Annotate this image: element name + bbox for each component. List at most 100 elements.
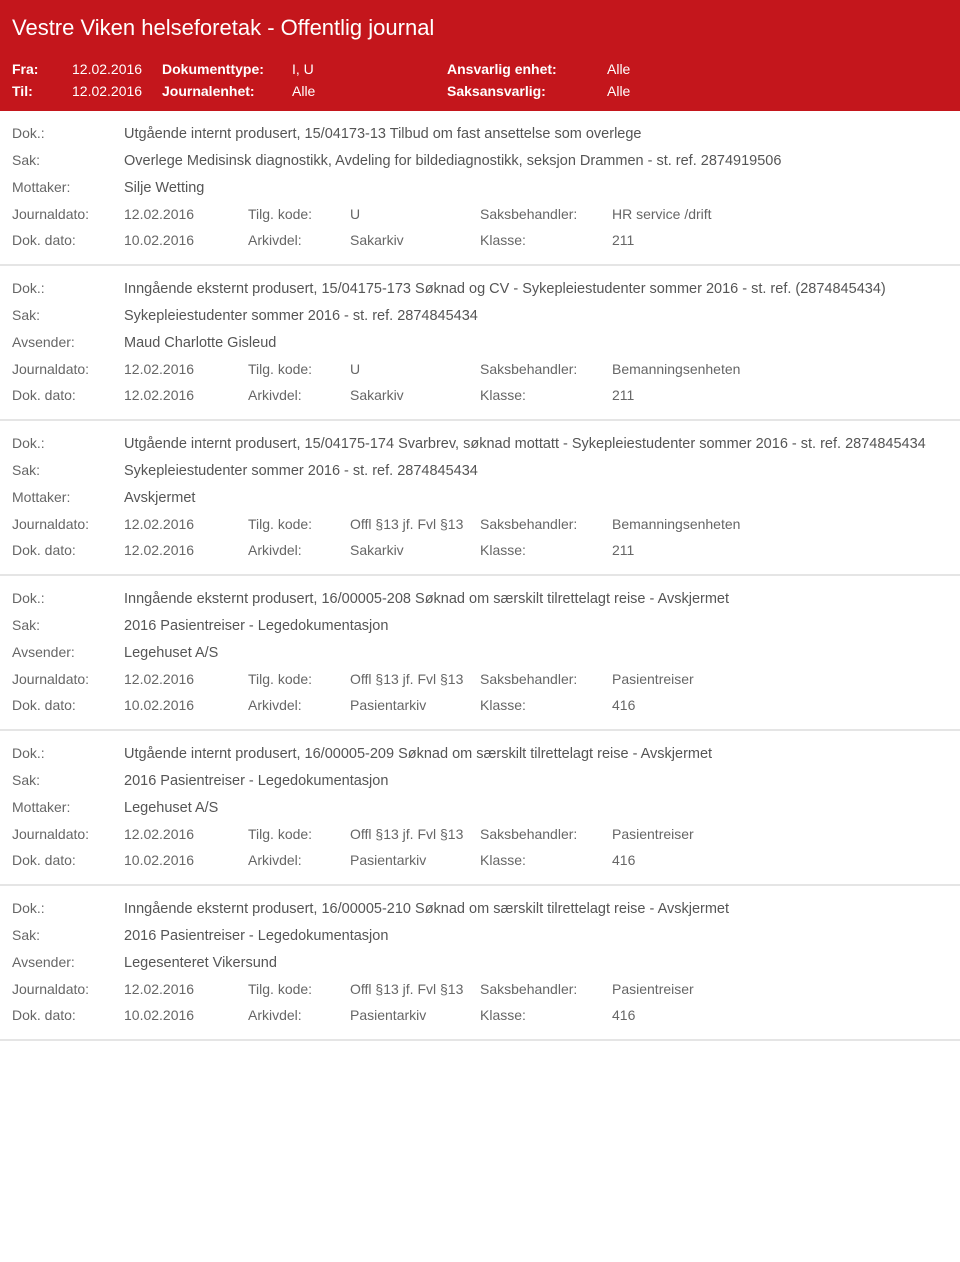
dokumenttype-label: Dokumenttype: [162, 61, 292, 77]
arkivdel-label: Arkivdel: [248, 852, 350, 868]
dokdato-label: Dok. dato: [12, 697, 124, 713]
saksbehandler-value: Bemanningsenheten [612, 361, 948, 377]
til-value: 12.02.2016 [72, 83, 162, 99]
sak-value: 2016 Pasientreiser - Legedokumentasjon [124, 773, 948, 789]
dok-value: Utgående internt produsert, 16/00005-209… [124, 746, 948, 762]
til-label: Til: [12, 83, 72, 99]
klasse-label: Klasse: [480, 542, 612, 558]
party-value: Avskjermet [124, 490, 948, 506]
journal-entry: Dok.: Inngående eksternt produsert, 16/0… [0, 576, 960, 731]
entries-container: Dok.: Utgående internt produsert, 15/041… [0, 111, 960, 1041]
dok-label: Dok.: [12, 125, 124, 141]
meta-row-1: Journaldato: 12.02.2016 Tilg. kode: Offl… [12, 826, 948, 842]
filter-block: Fra: 12.02.2016 Dokumenttype: I, U Ansva… [0, 49, 960, 111]
dok-value: Utgående internt produsert, 15/04175-174… [124, 436, 948, 452]
dokdato-value: 10.02.2016 [124, 232, 248, 248]
klasse-label: Klasse: [480, 852, 612, 868]
sak-label: Sak: [12, 927, 124, 943]
klasse-label: Klasse: [480, 697, 612, 713]
arkivdel-value: Pasientarkiv [350, 852, 480, 868]
journaldato-value: 12.02.2016 [124, 826, 248, 842]
saksbehandler-value: Pasientreiser [612, 981, 948, 997]
journal-entry: Dok.: Utgående internt produsert, 15/041… [0, 421, 960, 576]
ansvarlig-value: Alle [607, 61, 630, 77]
tilgkode-label: Tilg. kode: [248, 981, 350, 997]
sak-label: Sak: [12, 617, 124, 633]
page-title: Vestre Viken helseforetak - Offentlig jo… [12, 15, 948, 41]
party-value: Silje Wetting [124, 180, 948, 196]
saksbehandler-label: Saksbehandler: [480, 206, 612, 222]
tilgkode-value: U [350, 206, 480, 222]
dokdato-label: Dok. dato: [12, 852, 124, 868]
dokdato-label: Dok. dato: [12, 387, 124, 403]
arkivdel-label: Arkivdel: [248, 1007, 350, 1023]
party-label: Mottaker: [12, 799, 124, 815]
arkivdel-value: Sakarkiv [350, 232, 480, 248]
arkivdel-label: Arkivdel: [248, 697, 350, 713]
fra-label: Fra: [12, 61, 72, 77]
sak-label: Sak: [12, 772, 124, 788]
arkivdel-label: Arkivdel: [248, 542, 350, 558]
arkivdel-value: Sakarkiv [350, 542, 480, 558]
dokdato-label: Dok. dato: [12, 1007, 124, 1023]
journaldato-label: Journaldato: [12, 981, 124, 997]
journalenhet-value: Alle [292, 83, 447, 99]
dok-label: Dok.: [12, 745, 124, 761]
dokdato-value: 12.02.2016 [124, 387, 248, 403]
tilgkode-label: Tilg. kode: [248, 206, 350, 222]
sak-label: Sak: [12, 152, 124, 168]
saksbehandler-value: Pasientreiser [612, 826, 948, 842]
arkivdel-value: Pasientarkiv [350, 697, 480, 713]
journaldato-value: 12.02.2016 [124, 361, 248, 377]
tilgkode-value: Offl §13 jf. Fvl §13 [350, 671, 480, 687]
sak-label: Sak: [12, 462, 124, 478]
arkivdel-label: Arkivdel: [248, 387, 350, 403]
journaldato-value: 12.02.2016 [124, 516, 248, 532]
sak-value: Sykepleiestudenter sommer 2016 - st. ref… [124, 308, 948, 324]
ansvarlig-label: Ansvarlig enhet: [447, 61, 607, 77]
fra-value: 12.02.2016 [72, 61, 162, 77]
journaldato-value: 12.02.2016 [124, 206, 248, 222]
sak-value: Sykepleiestudenter sommer 2016 - st. ref… [124, 463, 948, 479]
party-value: Maud Charlotte Gisleud [124, 335, 948, 351]
saksbehandler-label: Saksbehandler: [480, 826, 612, 842]
journaldato-label: Journaldato: [12, 361, 124, 377]
meta-row-2: Dok. dato: 10.02.2016 Arkivdel: Pasienta… [12, 1007, 948, 1023]
meta-row-2: Dok. dato: 12.02.2016 Arkivdel: Sakarkiv… [12, 387, 948, 403]
dokdato-label: Dok. dato: [12, 542, 124, 558]
filter-row-2: Til: 12.02.2016 Journalenhet: Alle Saksa… [12, 83, 948, 99]
party-value: Legesenteret Vikersund [124, 955, 948, 971]
tilgkode-value: Offl §13 jf. Fvl §13 [350, 826, 480, 842]
saksbehandler-value: Pasientreiser [612, 671, 948, 687]
dokumenttype-value: I, U [292, 61, 447, 77]
dokdato-value: 10.02.2016 [124, 852, 248, 868]
party-label: Mottaker: [12, 179, 124, 195]
journal-entry: Dok.: Utgående internt produsert, 16/000… [0, 731, 960, 886]
klasse-label: Klasse: [480, 387, 612, 403]
party-label: Avsender: [12, 334, 124, 350]
sak-value: Overlege Medisinsk diagnostikk, Avdeling… [124, 153, 948, 169]
journaldato-value: 12.02.2016 [124, 671, 248, 687]
saksansvarlig-value: Alle [607, 83, 630, 99]
sak-value: 2016 Pasientreiser - Legedokumentasjon [124, 928, 948, 944]
tilgkode-value: Offl §13 jf. Fvl §13 [350, 516, 480, 532]
party-value: Legehuset A/S [124, 800, 948, 816]
journaldato-label: Journaldato: [12, 826, 124, 842]
meta-row-1: Journaldato: 12.02.2016 Tilg. kode: U Sa… [12, 206, 948, 222]
dokdato-value: 10.02.2016 [124, 697, 248, 713]
meta-row-1: Journaldato: 12.02.2016 Tilg. kode: Offl… [12, 981, 948, 997]
tilgkode-label: Tilg. kode: [248, 671, 350, 687]
saksbehandler-label: Saksbehandler: [480, 361, 612, 377]
klasse-label: Klasse: [480, 232, 612, 248]
meta-row-2: Dok. dato: 10.02.2016 Arkivdel: Pasienta… [12, 697, 948, 713]
dok-label: Dok.: [12, 900, 124, 916]
dokdato-value: 12.02.2016 [124, 542, 248, 558]
journal-entry: Dok.: Inngående eksternt produsert, 16/0… [0, 886, 960, 1041]
arkivdel-value: Sakarkiv [350, 387, 480, 403]
saksbehandler-label: Saksbehandler: [480, 516, 612, 532]
journal-entry: Dok.: Inngående eksternt produsert, 15/0… [0, 266, 960, 421]
klasse-value: 211 [612, 542, 948, 558]
dok-label: Dok.: [12, 590, 124, 606]
klasse-value: 416 [612, 697, 948, 713]
klasse-value: 211 [612, 387, 948, 403]
